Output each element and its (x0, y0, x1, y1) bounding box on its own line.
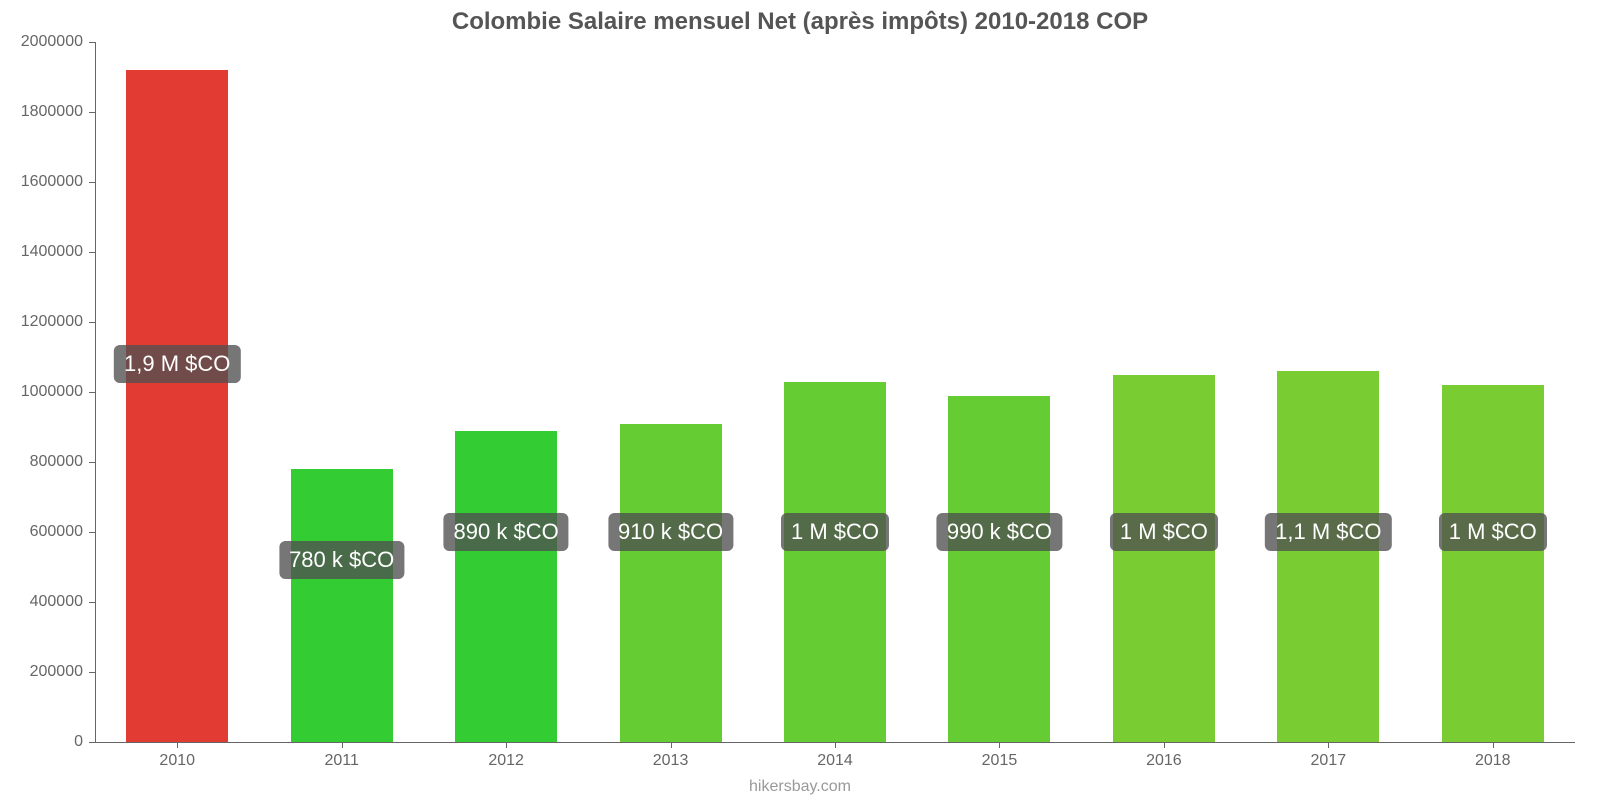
x-tick-label: 2018 (1475, 752, 1511, 770)
y-tick-label: 800000 (30, 453, 83, 471)
x-tick (1328, 742, 1329, 748)
y-tick-label: 200000 (30, 663, 83, 681)
y-tick (89, 602, 95, 603)
chart-title: Colombie Salaire mensuel Net (après impô… (0, 0, 1600, 36)
x-tick (1164, 742, 1165, 748)
y-tick-label: 600000 (30, 523, 83, 541)
y-tick (89, 252, 95, 253)
bar (126, 70, 228, 742)
source-label: hikersbay.com (0, 778, 1600, 796)
x-tick (999, 742, 1000, 748)
x-tick-label: 2010 (159, 752, 195, 770)
y-axis-line (95, 42, 96, 742)
bar (455, 431, 557, 743)
y-tick (89, 182, 95, 183)
y-tick (89, 462, 95, 463)
y-tick (89, 112, 95, 113)
x-tick-label: 2011 (324, 752, 358, 770)
x-tick (177, 742, 178, 748)
bar (1442, 385, 1544, 742)
bar (948, 396, 1050, 743)
y-tick-label: 400000 (30, 593, 83, 611)
y-tick (89, 742, 95, 743)
x-tick-label: 2014 (817, 752, 853, 770)
x-tick (671, 742, 672, 748)
bar (1277, 371, 1379, 742)
x-tick (506, 742, 507, 748)
x-tick-label: 2012 (488, 752, 524, 770)
bar (1113, 375, 1215, 743)
y-tick (89, 42, 95, 43)
x-tick-label: 2013 (653, 752, 689, 770)
y-tick (89, 532, 95, 533)
value-badge: 1,1 M $CO (1265, 513, 1391, 551)
y-tick (89, 392, 95, 393)
y-tick-label: 1400000 (21, 243, 83, 261)
x-tick-label: 2017 (1311, 752, 1347, 770)
y-tick-label: 1200000 (21, 313, 83, 331)
y-tick-label: 0 (74, 733, 83, 751)
x-tick (835, 742, 836, 748)
y-tick-label: 2000000 (21, 33, 83, 51)
y-tick-label: 1600000 (21, 173, 83, 191)
value-badge: 1 M $CO (1439, 513, 1547, 551)
bar (784, 382, 886, 743)
bar (291, 469, 393, 742)
x-tick-label: 2015 (982, 752, 1018, 770)
bar (620, 424, 722, 743)
y-tick (89, 672, 95, 673)
x-tick (1493, 742, 1494, 748)
x-tick (342, 742, 343, 748)
value-badge: 780 k $CO (279, 541, 404, 579)
value-badge: 910 k $CO (608, 513, 733, 551)
y-tick-label: 1800000 (21, 103, 83, 121)
value-badge: 1 M $CO (1110, 513, 1218, 551)
plot-area: 0200000400000600000800000100000012000001… (95, 42, 1575, 742)
value-badge: 990 k $CO (937, 513, 1062, 551)
value-badge: 1,9 M $CO (114, 345, 240, 383)
value-badge: 1 M $CO (781, 513, 889, 551)
value-badge: 890 k $CO (444, 513, 569, 551)
y-tick (89, 322, 95, 323)
y-tick-label: 1000000 (21, 383, 83, 401)
x-tick-label: 2016 (1146, 752, 1182, 770)
